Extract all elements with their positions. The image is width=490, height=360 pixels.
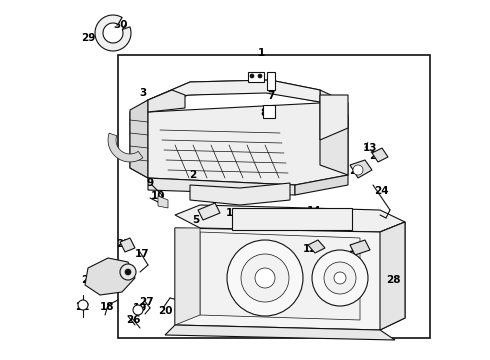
Polygon shape <box>350 240 370 255</box>
Circle shape <box>227 240 303 316</box>
Polygon shape <box>350 160 372 178</box>
Circle shape <box>334 272 346 284</box>
Polygon shape <box>85 258 135 295</box>
Text: 30: 30 <box>114 20 128 30</box>
Circle shape <box>353 165 363 175</box>
Text: 13: 13 <box>363 143 377 153</box>
Polygon shape <box>148 103 348 185</box>
Polygon shape <box>200 232 360 320</box>
Text: 8: 8 <box>260 108 268 118</box>
Polygon shape <box>308 240 325 253</box>
Polygon shape <box>232 208 352 230</box>
Polygon shape <box>175 228 200 325</box>
Circle shape <box>258 74 262 78</box>
Circle shape <box>241 254 289 302</box>
Polygon shape <box>130 100 148 178</box>
Text: 4: 4 <box>324 111 332 121</box>
Text: 23: 23 <box>349 166 363 176</box>
Text: 28: 28 <box>386 275 400 285</box>
Circle shape <box>250 74 254 78</box>
Text: 21: 21 <box>81 275 95 285</box>
Text: 26: 26 <box>126 315 140 325</box>
Text: 17: 17 <box>135 249 149 259</box>
Polygon shape <box>108 133 143 162</box>
Text: 12: 12 <box>303 244 317 254</box>
Text: 10: 10 <box>151 191 165 201</box>
Polygon shape <box>148 90 185 112</box>
Polygon shape <box>120 238 135 252</box>
Polygon shape <box>320 90 348 175</box>
Text: 25: 25 <box>116 239 130 249</box>
Polygon shape <box>372 148 388 162</box>
Text: 20: 20 <box>158 306 172 316</box>
Polygon shape <box>267 72 275 90</box>
Text: 22: 22 <box>75 302 89 312</box>
Text: 27: 27 <box>368 151 383 161</box>
Text: 18: 18 <box>100 302 114 312</box>
Polygon shape <box>130 100 148 178</box>
Polygon shape <box>148 178 295 195</box>
Polygon shape <box>95 15 131 51</box>
Polygon shape <box>175 222 405 330</box>
Text: 19: 19 <box>133 303 147 313</box>
Polygon shape <box>248 72 264 82</box>
Polygon shape <box>198 203 220 220</box>
Text: 3: 3 <box>139 88 147 98</box>
Polygon shape <box>263 105 275 118</box>
Text: 24: 24 <box>374 186 388 196</box>
Polygon shape <box>148 80 320 112</box>
Text: 9: 9 <box>147 178 153 188</box>
Polygon shape <box>320 95 348 140</box>
Text: 1: 1 <box>257 48 265 58</box>
Circle shape <box>324 262 356 294</box>
Text: 16: 16 <box>120 266 134 276</box>
Text: 2: 2 <box>189 170 196 180</box>
Circle shape <box>312 250 368 306</box>
Polygon shape <box>148 80 320 102</box>
Polygon shape <box>380 222 405 330</box>
Polygon shape <box>190 183 290 205</box>
Text: 14: 14 <box>307 206 321 216</box>
Circle shape <box>125 269 131 275</box>
Text: 7: 7 <box>268 91 275 101</box>
Polygon shape <box>295 175 348 195</box>
Circle shape <box>120 264 136 280</box>
Text: 29: 29 <box>81 33 95 43</box>
Text: 27: 27 <box>139 297 153 307</box>
Text: 5: 5 <box>193 215 199 225</box>
Bar <box>118 55 430 338</box>
Circle shape <box>255 268 275 288</box>
Polygon shape <box>165 325 395 340</box>
Circle shape <box>133 305 143 315</box>
Circle shape <box>78 300 88 310</box>
Polygon shape <box>175 205 405 232</box>
Text: 6: 6 <box>249 75 257 85</box>
Text: 15: 15 <box>349 244 363 254</box>
Text: 11: 11 <box>226 208 240 218</box>
Polygon shape <box>158 196 168 208</box>
